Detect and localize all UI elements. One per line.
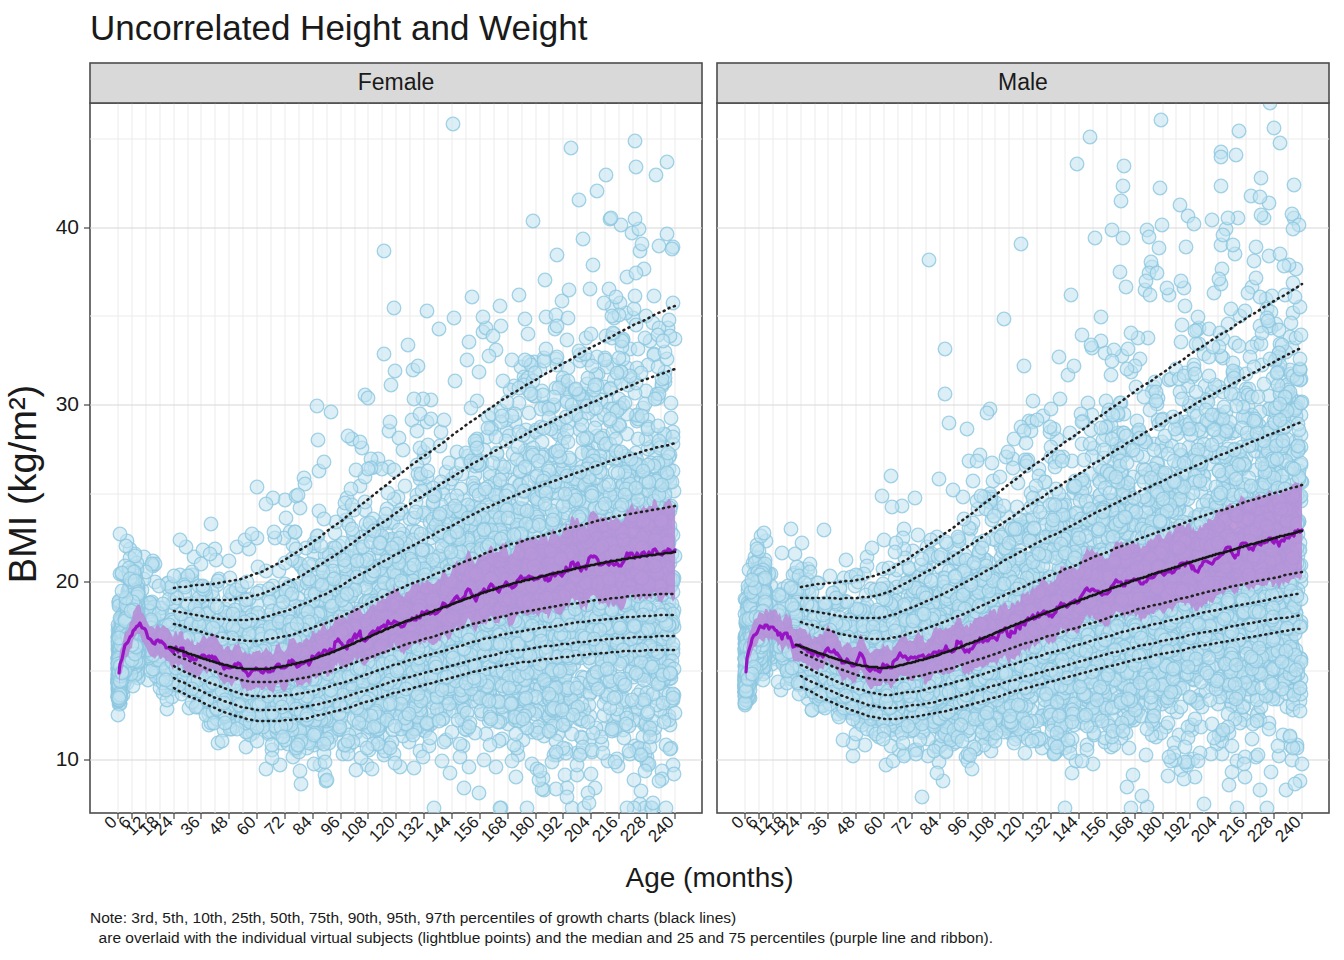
svg-text:108: 108 — [337, 812, 370, 845]
svg-text:144: 144 — [421, 812, 454, 845]
svg-text:60: 60 — [860, 812, 887, 839]
svg-text:240: 240 — [644, 812, 677, 845]
svg-text:180: 180 — [1132, 812, 1165, 845]
svg-text:240: 240 — [1271, 812, 1304, 845]
svg-text:168: 168 — [477, 812, 510, 845]
svg-text:204: 204 — [560, 812, 593, 845]
svg-text:192: 192 — [1159, 812, 1192, 845]
svg-text:Female: Female — [358, 69, 435, 95]
svg-text:120: 120 — [992, 812, 1025, 845]
svg-text:156: 156 — [449, 812, 482, 845]
svg-text:132: 132 — [1020, 812, 1053, 845]
svg-text:20: 20 — [56, 569, 79, 592]
svg-text:72: 72 — [261, 812, 288, 839]
svg-text:40: 40 — [56, 215, 79, 238]
svg-text:84: 84 — [916, 812, 943, 839]
svg-text:216: 216 — [588, 812, 621, 845]
svg-text:10: 10 — [56, 747, 79, 770]
svg-text:228: 228 — [1243, 812, 1276, 845]
svg-text:204: 204 — [1187, 812, 1220, 845]
svg-text:144: 144 — [1048, 812, 1081, 845]
svg-text:180: 180 — [505, 812, 538, 845]
svg-text:36: 36 — [177, 812, 204, 839]
svg-text:168: 168 — [1104, 812, 1137, 845]
svg-text:132: 132 — [393, 812, 426, 845]
svg-text:Male: Male — [998, 69, 1048, 95]
svg-text:228: 228 — [616, 812, 649, 845]
svg-text:30: 30 — [56, 392, 79, 415]
svg-text:192: 192 — [532, 812, 565, 845]
svg-text:72: 72 — [888, 812, 915, 839]
svg-text:108: 108 — [964, 812, 997, 845]
svg-text:60: 60 — [233, 812, 260, 839]
svg-text:48: 48 — [832, 812, 859, 839]
svg-text:84: 84 — [289, 812, 316, 839]
svg-text:216: 216 — [1215, 812, 1248, 845]
svg-text:120: 120 — [365, 812, 398, 845]
svg-text:48: 48 — [205, 812, 232, 839]
svg-text:24: 24 — [150, 812, 177, 839]
svg-text:24: 24 — [777, 812, 804, 839]
svg-text:36: 36 — [804, 812, 831, 839]
svg-text:156: 156 — [1076, 812, 1109, 845]
